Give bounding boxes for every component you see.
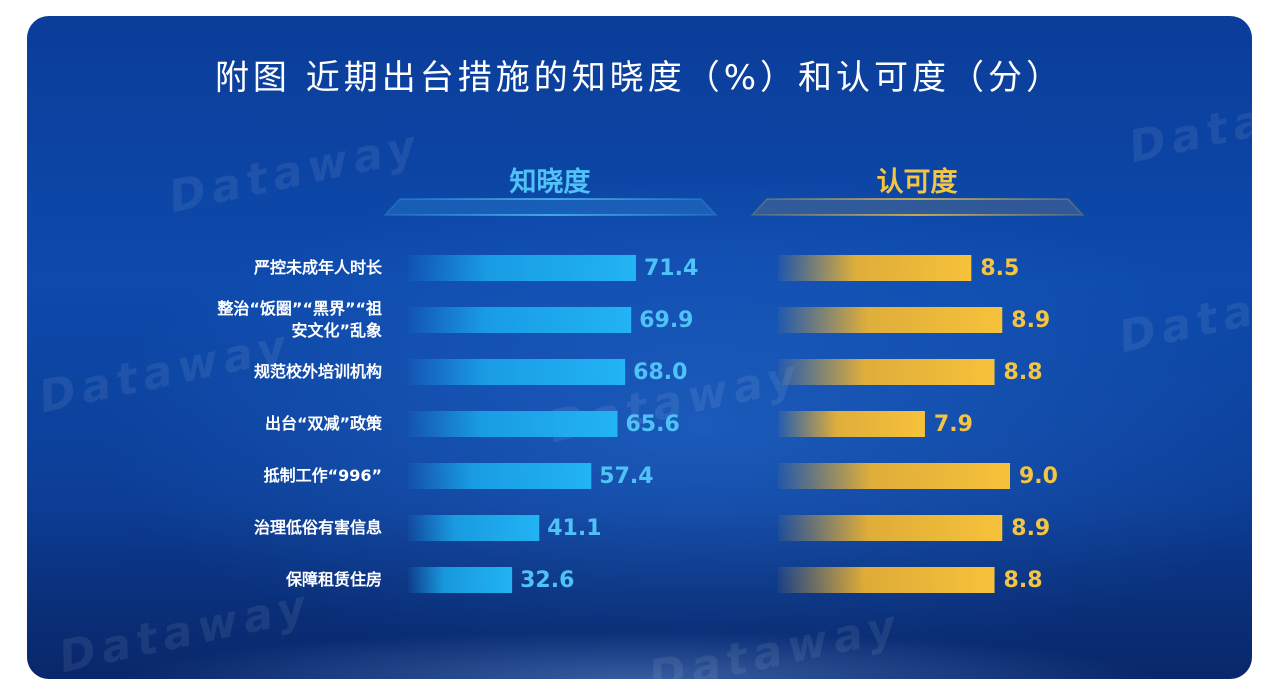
category-label: 整治“饭圈”“黑界”“祖安文化”乱象 (32, 298, 382, 342)
awareness-bar (408, 463, 592, 489)
awareness-bar (408, 411, 618, 437)
awareness-value-label: 65.6 (625, 412, 680, 437)
category-label-line: 保障租赁住房 (285, 570, 382, 589)
approval-value-label: 8.9 (1011, 516, 1051, 541)
approval-bar (778, 463, 1010, 489)
category-label: 保障租赁住房 (32, 569, 382, 591)
category-label-line: 安文化”乱象 (291, 321, 382, 340)
approval-bar (778, 411, 925, 437)
category-label-line: 抵制工作“996” (263, 466, 382, 485)
approval-bar (778, 359, 995, 385)
awareness-value-label: 69.9 (639, 308, 694, 333)
approval-value-label: 9.0 (1019, 464, 1058, 489)
awareness-header-underline (383, 198, 718, 216)
chart-title: 附图 近期出台措施的知晓度（%）和认可度（分） (214, 58, 1065, 98)
awareness-value-label: 68.0 (633, 360, 688, 385)
category-label: 抵制工作“996” (32, 465, 382, 487)
awareness-value-label: 41.1 (547, 516, 602, 541)
awareness-value-label: 57.4 (599, 464, 654, 489)
category-label: 治理低俗有害信息 (32, 517, 382, 539)
background-waves (27, 509, 1252, 679)
approval-header-underline (750, 198, 1085, 216)
approval-bar (778, 515, 1003, 541)
approval-header: 认可度 (876, 167, 958, 198)
category-label-line: 整治“饭圈”“黑界”“祖 (217, 299, 382, 318)
awareness-bar (408, 255, 636, 281)
approval-value-label: 8.9 (1011, 308, 1051, 333)
awareness-value-label: 71.4 (644, 256, 699, 281)
awareness-header: 知晓度 (509, 167, 591, 198)
awareness-value-label: 32.6 (520, 568, 575, 593)
category-label-line: 严控未成年人时长 (253, 258, 382, 277)
chart-panel: Dataway Dataway Dataway Dataway Dataway … (27, 16, 1252, 679)
approval-value-label: 7.9 (933, 412, 973, 437)
category-label: 出台“双减”政策 (32, 413, 382, 435)
awareness-bar (408, 567, 513, 593)
awareness-bar (408, 307, 632, 333)
approval-bar (778, 255, 972, 281)
approval-bar (778, 307, 1003, 333)
category-label-line: 出台“双减”政策 (264, 414, 382, 433)
category-label-line: 规范校外培训机构 (253, 362, 382, 381)
category-label: 严控未成年人时长 (32, 257, 382, 279)
awareness-bar (408, 359, 626, 385)
approval-value-label: 8.8 (1003, 568, 1043, 593)
approval-value-label: 8.8 (1003, 360, 1043, 385)
approval-value-label: 8.5 (980, 256, 1020, 281)
approval-bar (778, 567, 995, 593)
awareness-bar (408, 515, 540, 541)
category-label-line: 治理低俗有害信息 (253, 518, 382, 537)
category-label: 规范校外培训机构 (32, 361, 382, 383)
